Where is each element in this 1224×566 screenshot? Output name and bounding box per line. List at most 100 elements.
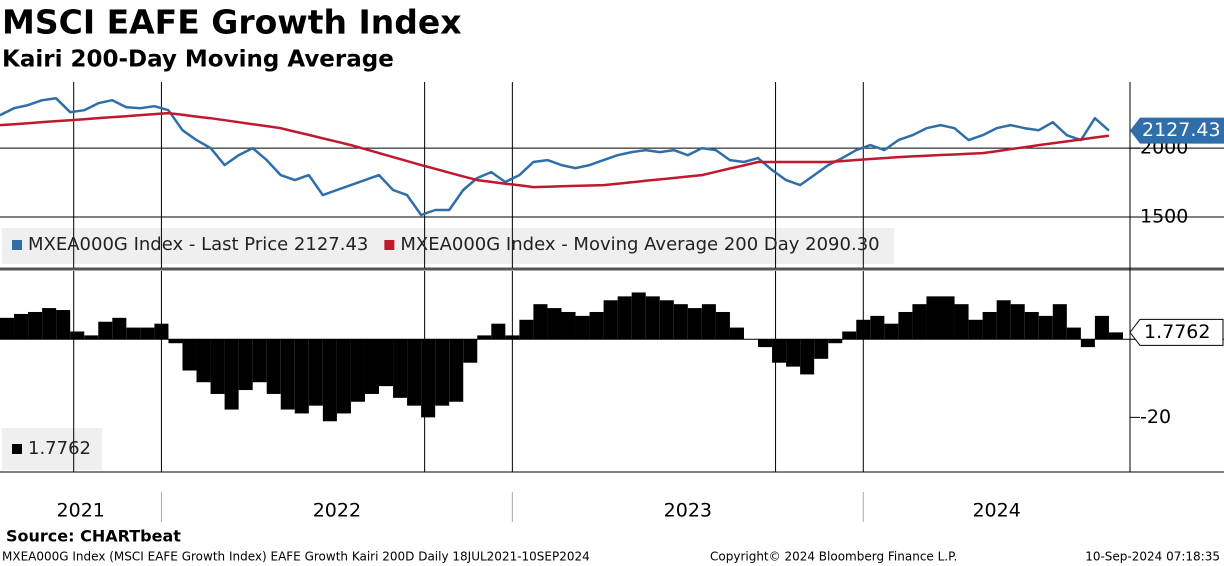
source: Source: CHARTbeat: [6, 527, 181, 546]
bar: [659, 300, 674, 340]
bar: [140, 327, 155, 340]
bar: [196, 339, 211, 383]
bar: [28, 311, 43, 340]
bar: [1108, 332, 1123, 340]
bar: [1094, 315, 1109, 340]
bar: [800, 339, 815, 375]
bar: [968, 319, 983, 340]
bar: [379, 339, 394, 387]
bar: [70, 331, 85, 340]
bar: [210, 339, 225, 394]
legend-label: MXEA000G Index - Moving Average 200 Day …: [400, 234, 879, 255]
bar: [1038, 315, 1053, 340]
bar: [519, 319, 534, 340]
bar: [1010, 304, 1025, 340]
legend-swatch: [12, 240, 22, 250]
bar: [477, 335, 492, 340]
last-value-label: 2127.43: [1142, 119, 1221, 141]
bar: [884, 323, 899, 340]
bar: [294, 339, 309, 414]
bar: [814, 339, 829, 359]
bar: [491, 323, 506, 340]
bar: [589, 311, 604, 340]
bar: [435, 339, 450, 406]
chart-title: MSCI EAFE Growth Index: [2, 3, 462, 42]
bar: [280, 339, 295, 410]
bar: [84, 335, 99, 340]
bar: [42, 308, 57, 340]
x-tick-label: 2023: [664, 500, 712, 522]
bar: [0, 317, 15, 340]
bar: [687, 308, 702, 340]
bar: [954, 304, 969, 340]
bar: [701, 304, 716, 340]
bar: [561, 311, 576, 340]
bar: [224, 339, 239, 410]
bar: [617, 296, 632, 340]
bar: [926, 296, 941, 340]
bar: [533, 304, 548, 340]
x-tick-label: 2022: [313, 500, 361, 522]
bar: [168, 339, 183, 344]
footer-description: MXEA000G Index (MSCI EAFE Growth Index) …: [2, 550, 590, 564]
bar: [56, 310, 71, 340]
legend-box: [2, 228, 894, 264]
bar: [940, 296, 955, 340]
bar: [1024, 311, 1039, 340]
bar: [996, 300, 1011, 340]
y-tick-label: 1500: [1140, 206, 1188, 228]
bar: [336, 339, 351, 414]
bar: [603, 300, 618, 340]
bar: [715, 311, 730, 340]
bar: [449, 339, 464, 402]
bar: [1066, 327, 1081, 340]
bar: [350, 339, 365, 402]
bar: [182, 339, 197, 371]
bar: [645, 296, 660, 340]
bar: [238, 339, 253, 391]
chart-subtitle: Kairi 200-Day Moving Average: [2, 47, 394, 73]
x-tick-label: 2021: [57, 500, 105, 522]
bar: [266, 339, 281, 394]
x-tick-label: 2024: [972, 500, 1020, 522]
bar: [407, 339, 422, 406]
last-value-label: 1.7762: [1144, 321, 1210, 343]
bar: [1052, 304, 1067, 340]
bar: [393, 339, 408, 398]
legend-label: MXEA000G Index - Last Price 2127.43: [28, 234, 368, 255]
bar: [126, 327, 141, 340]
legend-swatch: [12, 444, 22, 454]
bar: [673, 304, 688, 340]
bar: [758, 339, 773, 348]
y-tick-label: -20: [1140, 406, 1171, 428]
bar: [308, 339, 323, 406]
bar: [14, 313, 29, 340]
bar: [786, 339, 801, 367]
bar: [912, 304, 927, 340]
bar: [772, 339, 787, 363]
bar: [842, 331, 857, 340]
bar: [421, 339, 436, 418]
legend-swatch: [384, 240, 395, 250]
bar: [112, 317, 127, 340]
bar: [856, 319, 871, 340]
bar: [575, 315, 590, 340]
series-line: [0, 111, 1110, 189]
legend-label: 1.7762: [28, 438, 91, 459]
footer-timestamp: 10-Sep-2024 07:18:35: [1085, 550, 1220, 564]
bar: [729, 327, 744, 340]
bar: [322, 339, 337, 422]
bar: [547, 308, 562, 340]
bar: [252, 339, 267, 383]
bar: [505, 335, 520, 340]
bar: [982, 311, 997, 340]
last-value-box: [1130, 117, 1224, 144]
bar: [154, 323, 169, 340]
footer-copyright: Copyright© 2024 Bloomberg Finance L.P.: [710, 550, 957, 564]
series-line: [0, 97, 1110, 217]
last-value-box: [1129, 318, 1224, 346]
bar: [631, 292, 646, 340]
bar: [828, 339, 843, 344]
